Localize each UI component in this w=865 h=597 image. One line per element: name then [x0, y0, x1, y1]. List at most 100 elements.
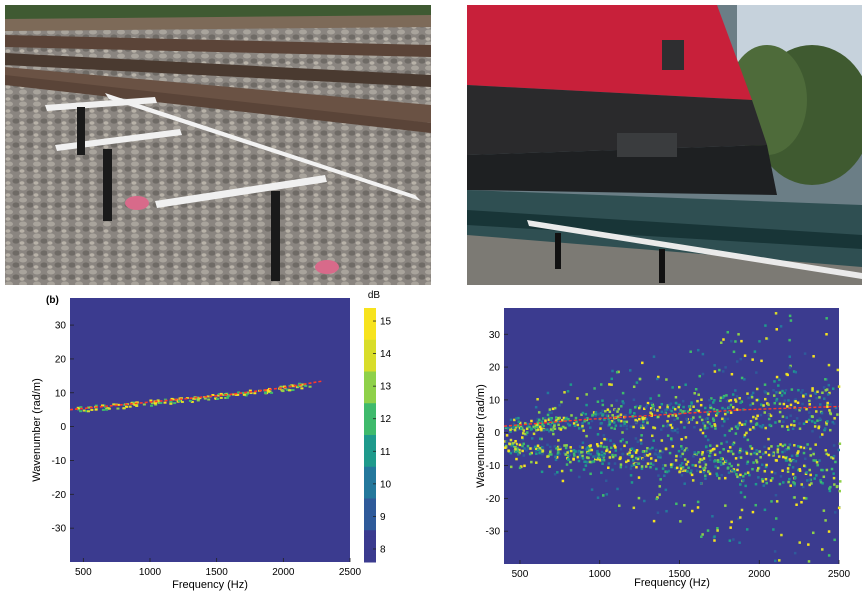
heatmap-cell [602, 434, 606, 437]
heatmap-cell [825, 378, 829, 381]
heatmap-cell [569, 449, 573, 453]
heatmap-cell [627, 459, 630, 462]
heatmap-cell [670, 437, 673, 440]
heatmap-cell [237, 391, 241, 394]
heatmap-cell [779, 443, 782, 446]
y-axis-label: Wavenumber (rad/m) [31, 378, 43, 482]
heatmap-cell [767, 417, 771, 421]
heatmap-cell [596, 458, 599, 461]
heatmap-cell [713, 364, 716, 367]
heatmap-cell [651, 403, 654, 407]
heatmap-cell [767, 403, 770, 406]
heatmap-cell [778, 482, 782, 486]
heatmap-cell [829, 428, 832, 432]
heatmap-cell [297, 385, 301, 388]
x-tick-label: 1500 [206, 567, 229, 578]
heatmap-cell [743, 354, 747, 357]
heatmap-cell [646, 454, 650, 457]
heatmap-cell [546, 455, 549, 458]
heatmap-cell [270, 391, 274, 394]
heatmap-cell [819, 480, 823, 484]
heatmap-cell [515, 457, 518, 461]
heatmap-cell [813, 425, 817, 428]
heatmap-cell [523, 422, 527, 425]
heatmap-cell [835, 485, 839, 489]
heatmap-cell [589, 452, 592, 456]
heatmap-cell [518, 448, 521, 452]
colorbar-tick-label: 10 [380, 479, 392, 490]
heatmap-cell [751, 467, 754, 471]
heatmap-cell [827, 383, 831, 387]
y-tick-label: 10 [489, 395, 501, 406]
heatmap-cell [775, 391, 778, 394]
heatmap-cell [515, 447, 519, 450]
heatmap-cell [775, 328, 779, 331]
heatmap-cell [663, 408, 667, 412]
heatmap-cell [807, 418, 811, 422]
heatmap-cell [730, 469, 734, 472]
heatmap-cell [699, 403, 703, 407]
heatmap-cell [105, 408, 109, 411]
heatmap-cell [532, 425, 535, 429]
heatmap-cell [739, 357, 743, 361]
heatmap-cell [711, 515, 714, 518]
heatmap-cell [608, 421, 612, 424]
heatmap-cell [724, 459, 728, 463]
heatmap-cell [805, 420, 808, 423]
heatmap-cell [818, 396, 821, 399]
heatmap-cell [585, 456, 589, 459]
heatmap-cell [555, 456, 559, 459]
heatmap-cell [758, 450, 762, 453]
heatmap-cell [736, 468, 739, 472]
heatmap-cell [593, 387, 596, 390]
heatmap-cell [298, 382, 302, 385]
y-tick-label: 10 [55, 388, 67, 399]
heatmap-cell [578, 456, 582, 459]
sensor-pole [77, 107, 85, 155]
heatmap-cell [548, 416, 551, 420]
heatmap-cell [550, 453, 553, 456]
heatmap-cell [554, 455, 557, 459]
heatmap-cell [625, 441, 628, 444]
heatmap-cell [633, 449, 636, 453]
heatmap-cell [557, 423, 560, 427]
heatmap-cell [505, 434, 509, 437]
heatmap-cell [719, 396, 723, 400]
heatmap-cell [650, 414, 653, 417]
heatmap-cell [551, 407, 555, 411]
heatmap-cell [554, 458, 558, 462]
heatmap-cell [535, 428, 538, 432]
heatmap-cell [575, 450, 579, 453]
heatmap-speckles [504, 312, 842, 563]
heatmap-cell [587, 422, 590, 425]
heatmap-cell [787, 447, 791, 451]
colorbar-step [364, 396, 376, 404]
heatmap-cell [549, 418, 553, 421]
heatmap-cell [611, 455, 615, 459]
heatmap-cell [635, 465, 638, 469]
heatmap-cell [809, 415, 813, 418]
heatmap-cell [727, 399, 730, 403]
heatmap-cell [604, 409, 607, 413]
heatmap-cell [765, 337, 768, 340]
heatmap-cell [514, 448, 517, 451]
heatmap-cell [816, 419, 819, 422]
heatmap-cell [586, 417, 589, 420]
heatmap-cell [590, 419, 594, 423]
heatmap-cell [714, 427, 717, 430]
heatmap-cell [190, 400, 194, 403]
heatmap-cell [569, 469, 573, 472]
heatmap-cell [778, 402, 782, 406]
heatmap-cell [734, 398, 737, 401]
sensor-pole [555, 233, 561, 269]
heatmap-cell [657, 375, 660, 379]
heatmap-cell [713, 535, 716, 538]
heatmap-cell [730, 427, 734, 431]
heatmap-cell [633, 411, 636, 415]
heatmap-cell [611, 414, 614, 417]
heatmap-cell [787, 446, 790, 449]
heatmap-cell [629, 408, 632, 412]
heatmap-cell [723, 476, 727, 480]
heatmap-cell [749, 452, 753, 456]
heatmap-cell [546, 391, 550, 395]
